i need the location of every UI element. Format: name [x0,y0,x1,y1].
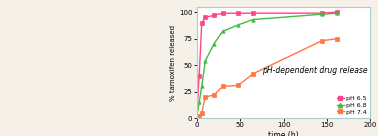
Line: pH 6.8: pH 6.8 [195,11,339,120]
pH 6.8 [335,12,340,14]
pH 6.8 [319,13,324,15]
pH 7.4 [212,94,216,96]
pH 6.8 [203,60,208,62]
pH 6.8 [197,102,201,103]
pH 6.5 [197,75,201,77]
pH 6.5 [200,22,204,24]
pH 6.8 [200,86,204,87]
X-axis label: time (h): time (h) [268,131,299,136]
pH 7.4 [194,118,199,119]
pH 7.4 [197,115,201,117]
pH 6.8 [251,19,256,20]
pH 6.5 [236,12,240,14]
Y-axis label: % tamoxifen released: % tamoxifen released [170,25,176,101]
pH 7.4 [319,40,324,42]
pH 6.8 [212,43,216,45]
Line: pH 7.4: pH 7.4 [195,37,339,120]
Legend: pH 6.5, pH 6.8, pH 7.4: pH 6.5, pH 6.8, pH 7.4 [336,95,367,115]
pH 6.5 [220,12,225,14]
pH 6.8 [194,118,199,119]
pH 6.8 [220,30,225,32]
pH 7.4 [251,73,256,75]
pH 6.5 [251,12,256,14]
pH 6.5 [319,12,324,14]
pH 6.5 [203,17,208,18]
Line: pH 6.5: pH 6.5 [195,10,339,120]
Text: pH-dependent drug release: pH-dependent drug release [262,66,367,75]
pH 6.5 [212,14,216,16]
pH 7.4 [200,112,204,114]
pH 6.5 [194,118,199,119]
pH 7.4 [220,86,225,87]
pH 6.8 [236,24,240,26]
pH 6.5 [335,11,340,13]
pH 7.4 [335,38,340,39]
pH 7.4 [203,96,208,98]
pH 7.4 [236,85,240,86]
